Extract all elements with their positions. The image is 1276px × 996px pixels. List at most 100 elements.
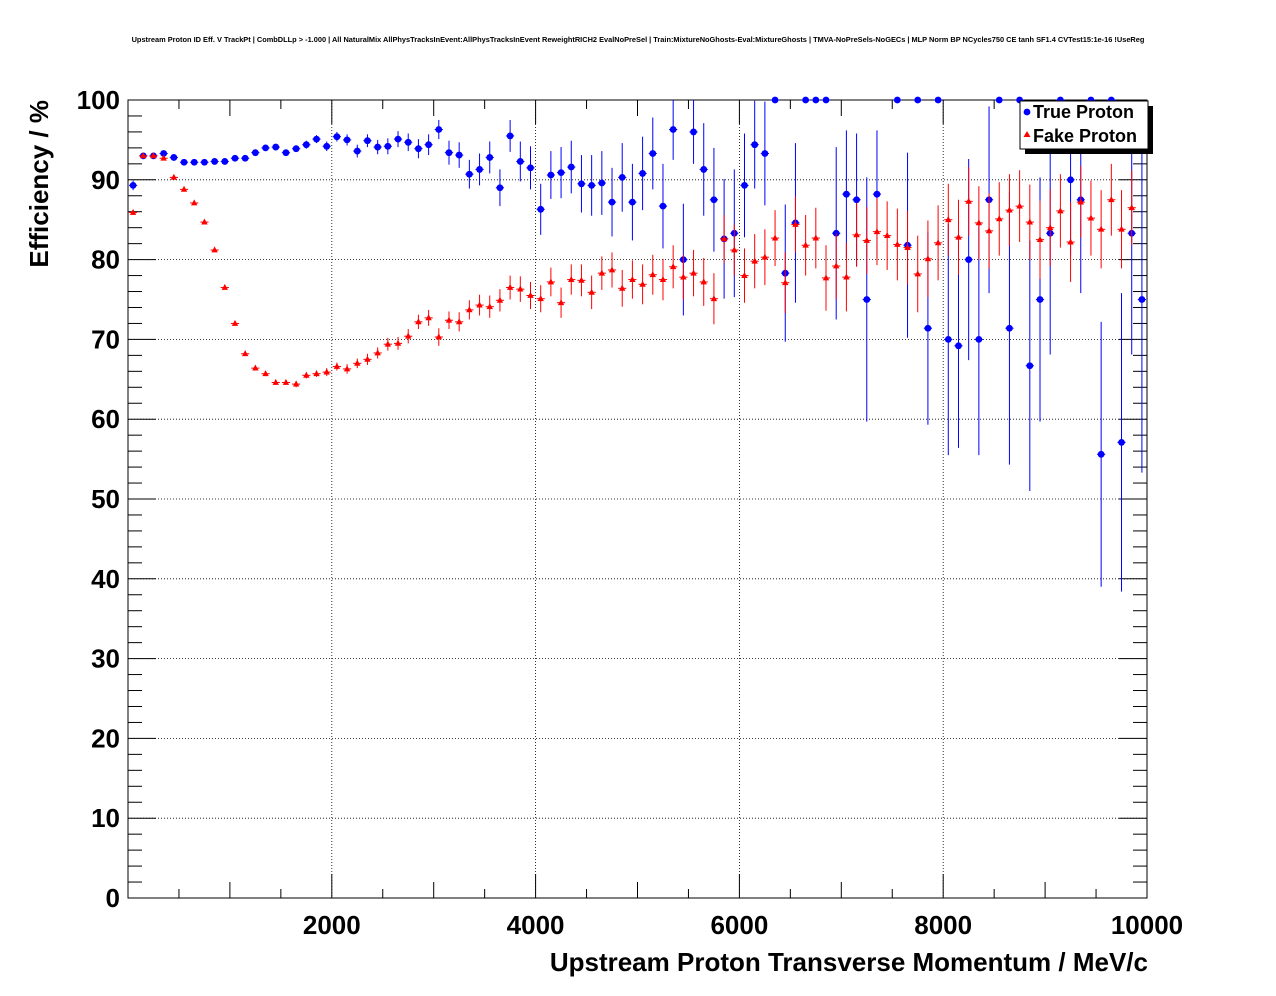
data-point <box>710 295 718 302</box>
data-point <box>282 378 290 385</box>
data-point <box>129 181 137 189</box>
data-point <box>415 145 422 153</box>
data-point <box>374 143 382 151</box>
data-point <box>241 154 249 162</box>
data-point <box>476 301 483 308</box>
data-point <box>364 137 371 145</box>
data-point <box>975 219 983 226</box>
data-point <box>822 274 830 281</box>
legend-fake-proton-label: Fake Proton <box>1033 126 1137 146</box>
data-point <box>883 232 891 239</box>
data-point <box>476 166 483 173</box>
data-point <box>1057 207 1064 214</box>
data-point <box>496 184 504 192</box>
data-point <box>537 295 544 302</box>
data-point <box>1067 176 1074 184</box>
data-point <box>751 141 759 149</box>
y-tick-label: 10 <box>91 803 120 833</box>
data-point <box>140 152 147 159</box>
y-tick-label: 30 <box>91 644 120 674</box>
data-point <box>812 234 820 241</box>
data-point <box>527 164 534 172</box>
data-point <box>557 169 565 177</box>
data-point <box>415 318 422 325</box>
data-point <box>384 340 392 347</box>
data-point <box>486 154 494 161</box>
legend: True Proton Fake Proton <box>1019 100 1153 154</box>
data-point <box>649 150 657 157</box>
data-point <box>944 336 952 343</box>
data-point <box>303 371 310 378</box>
tick-labels: 2000 4000 6000 8000 10000 0 10 20 30 40 50 60 70 80 90… <box>77 85 1184 940</box>
legend-fake-proton-marker <box>1023 131 1031 137</box>
data-point <box>802 241 809 248</box>
data-point <box>567 163 575 171</box>
data-point <box>425 141 433 149</box>
data-point <box>241 350 249 357</box>
data-point <box>893 96 901 104</box>
data-point <box>1006 324 1013 332</box>
data-point <box>649 271 656 278</box>
data-point <box>1006 206 1013 213</box>
data-point <box>353 147 361 155</box>
data-point <box>934 96 942 104</box>
data-point <box>1118 225 1125 232</box>
data-point <box>190 158 198 166</box>
data-point <box>842 190 850 198</box>
data-point <box>364 355 371 362</box>
legend-true-proton-marker <box>1023 108 1031 116</box>
data-point <box>771 96 779 104</box>
data-point <box>506 132 514 140</box>
data-point <box>211 158 219 165</box>
data-point <box>354 359 361 366</box>
data-point <box>1138 296 1146 303</box>
data-point <box>741 181 748 189</box>
data-point <box>945 216 952 223</box>
y-tick-label: 50 <box>91 484 120 514</box>
y-tick-label: 90 <box>91 165 120 195</box>
data-point <box>914 96 922 104</box>
data-point <box>333 362 341 369</box>
y-tick-label: 20 <box>91 723 120 753</box>
data-point <box>782 279 789 286</box>
data-point <box>690 269 697 276</box>
data-point <box>802 96 810 104</box>
data-point <box>455 151 463 159</box>
data-point <box>129 208 137 215</box>
data-point <box>160 150 168 157</box>
data-point <box>924 255 932 262</box>
data-point <box>282 149 290 157</box>
x-tick-label: 6000 <box>710 910 768 940</box>
data-point <box>547 171 555 179</box>
y-tick-label: 0 <box>106 883 120 913</box>
data-point <box>873 228 881 235</box>
data-point <box>292 380 300 387</box>
data-point <box>965 197 972 204</box>
data-point <box>170 173 178 180</box>
data-point <box>313 370 320 377</box>
data-point <box>343 136 351 144</box>
data-point <box>934 239 942 246</box>
x-tick-label: 2000 <box>303 910 361 940</box>
data-point <box>812 96 820 104</box>
x-tick-label: 8000 <box>914 910 972 940</box>
data-point <box>231 154 239 162</box>
data-point <box>272 378 279 385</box>
data-point <box>761 150 769 157</box>
data-point <box>150 152 157 159</box>
data-point <box>751 257 758 264</box>
data-point <box>1026 218 1034 225</box>
y-tick-label: 40 <box>91 564 120 594</box>
y-tick-label: 70 <box>91 324 120 354</box>
data-point <box>955 342 962 350</box>
data-point <box>659 275 667 282</box>
data-point <box>955 233 962 240</box>
data-point <box>975 336 983 343</box>
data-point <box>557 299 565 306</box>
legend-box <box>1019 100 1149 150</box>
data-point <box>629 275 636 282</box>
data-point <box>1067 238 1074 245</box>
data-point <box>1026 362 1034 370</box>
data-point <box>333 133 341 141</box>
